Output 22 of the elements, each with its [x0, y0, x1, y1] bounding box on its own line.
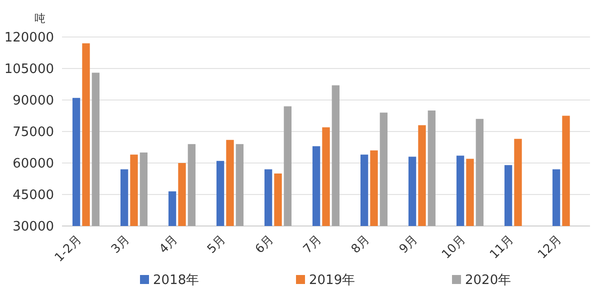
y-tick-label: 30000	[12, 220, 54, 234]
y-tick-label: 45000	[12, 188, 54, 203]
x-tick-label: 1-2月	[52, 232, 84, 264]
legend-label: 2019年	[309, 273, 356, 288]
x-tick-label: 12月	[534, 232, 564, 262]
x-tick-label: 11月	[486, 232, 516, 262]
x-tick-label: 10月	[438, 232, 468, 262]
y-tick-label: 120000	[4, 30, 54, 46]
x-tick-label: 5月	[204, 232, 228, 256]
x-tick-label: 4月	[156, 232, 180, 256]
y-axis-title: 吨	[34, 12, 46, 25]
x-tick-label: 6月	[252, 232, 276, 256]
legend-label: 2018年	[153, 273, 200, 288]
y-tick-label: 90000	[12, 94, 54, 108]
legend-label: 2020年	[465, 273, 512, 288]
y-tick-label: 105000	[4, 62, 54, 77]
x-tick-label: 8月	[348, 232, 372, 256]
x-tick-label: 9月	[396, 232, 420, 256]
y-tick-label: 75000	[12, 125, 54, 140]
x-tick-label: 7月	[300, 232, 324, 256]
y-tick-label: 60000	[12, 156, 54, 172]
x-tick-label: 3月	[108, 232, 132, 256]
